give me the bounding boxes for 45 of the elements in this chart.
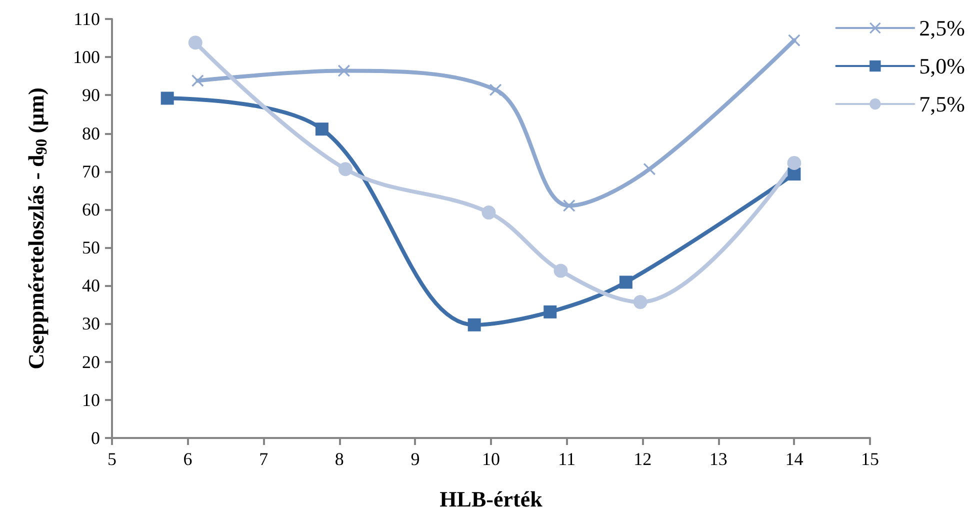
- y-tick-label: 90: [82, 85, 100, 106]
- y-tick-label: 20: [82, 352, 100, 372]
- point: [188, 36, 202, 50]
- point: [192, 74, 204, 87]
- y-tick-label: 110: [74, 9, 100, 29]
- y-tick-label: 40: [82, 276, 100, 296]
- x-tick-label: 15: [861, 449, 879, 469]
- point: [787, 156, 802, 170]
- x-tick-label: 10: [482, 449, 500, 469]
- x-tick-label: 9: [410, 449, 420, 469]
- legend-label: 7,5%: [919, 92, 965, 116]
- point: [633, 295, 648, 310]
- point: [490, 84, 502, 96]
- point: [554, 264, 568, 278]
- x-tick-label: 8: [334, 449, 344, 469]
- point: [643, 163, 656, 176]
- point: [468, 318, 481, 332]
- x-tick-label: 12: [634, 449, 652, 469]
- y-tick-label: 100: [73, 47, 100, 68]
- y-tick-label: 70: [82, 161, 100, 182]
- point: [338, 64, 350, 77]
- x-tick-label: 14: [785, 449, 804, 469]
- legend-label: 2,5%: [919, 16, 965, 40]
- point: [619, 276, 632, 289]
- point: [160, 92, 174, 105]
- x-tick-label: 13: [709, 449, 728, 469]
- point: [315, 122, 328, 136]
- point: [338, 162, 352, 176]
- y-tick-label: 0: [91, 428, 100, 448]
- x-axis-title: HLB-érték: [440, 486, 544, 512]
- point: [563, 200, 576, 212]
- y-tick-label: 10: [82, 390, 100, 410]
- x-tick-label: 7: [259, 449, 268, 469]
- x-tick-label: 5: [108, 449, 116, 469]
- point: [788, 34, 800, 46]
- y-tick-label: 30: [82, 314, 100, 334]
- point: [544, 305, 557, 318]
- x-tick-label: 6: [183, 449, 192, 469]
- y-axis-title: Cseppméreteloszlás - d90 (µm): [24, 88, 50, 370]
- y-tick-label: 60: [82, 199, 100, 220]
- point: [482, 206, 496, 220]
- x-tick-label: 11: [558, 449, 576, 469]
- legend-label: 5,0%: [919, 54, 965, 78]
- y-tick-label: 80: [82, 123, 100, 144]
- y-tick-label: 50: [82, 238, 100, 258]
